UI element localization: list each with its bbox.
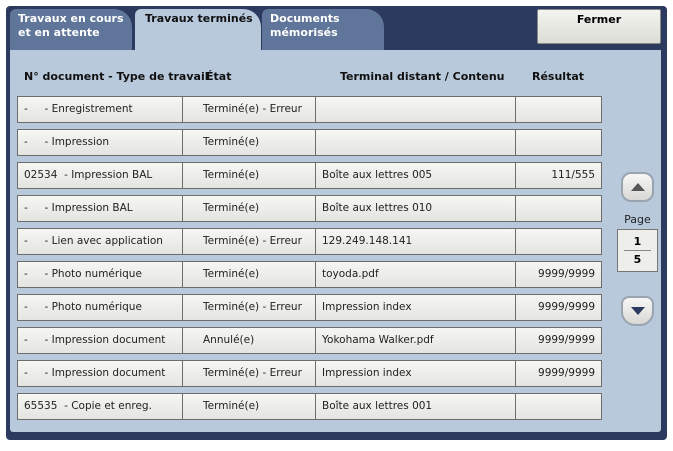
cell-result: 9999/9999	[516, 360, 602, 387]
table-row[interactable]: 65535 - Copie et enreg. Terminé(e) Boîte a…	[17, 393, 602, 420]
tab-label-line2: mémorisés	[270, 26, 338, 39]
table-row[interactable]: - - Lien avec application Terminé(e) - Er…	[17, 228, 602, 255]
cell-result: 111/555	[516, 162, 602, 189]
cell-status: Terminé(e) - Erreur	[183, 96, 316, 123]
cell-result: 9999/9999	[516, 294, 602, 321]
cell-result: 9999/9999	[516, 327, 602, 354]
cell-status: Terminé(e) - Erreur	[183, 360, 316, 387]
cell-remote: Yokohama Walker.pdf	[316, 327, 516, 354]
cell-status: Terminé(e)	[183, 195, 316, 222]
tab-current-jobs[interactable]: Travaux en cours et en attente	[10, 9, 132, 50]
page-up-button[interactable]	[621, 172, 654, 202]
cell-status: Terminé(e) - Erreur	[183, 294, 316, 321]
page-down-button[interactable]	[621, 296, 654, 326]
cell-document: 65535 - Copie et enreg.	[17, 393, 183, 420]
column-header-status: État	[206, 70, 232, 83]
column-header-remote: Terminal distant / Contenu	[340, 70, 505, 83]
cell-status: Terminé(e)	[183, 261, 316, 288]
cell-document: - - Impression document	[17, 327, 183, 354]
tab-completed-jobs[interactable]: Travaux terminés	[135, 9, 261, 51]
cell-result	[516, 228, 602, 255]
triangle-down-icon	[630, 307, 645, 315]
table-row[interactable]: - - Photo numérique Terminé(e) - Erreur Im…	[17, 294, 602, 321]
cell-document: - - Lien avec application	[17, 228, 183, 255]
table-row[interactable]: - - Impression document Annulé(e) Yokohama…	[17, 327, 602, 354]
cell-document: - - Enregistrement	[17, 96, 183, 123]
table-row[interactable]: 02534 - Impression BAL Terminé(e) Boîte au…	[17, 162, 602, 189]
cell-remote: 129.249.148.141	[316, 228, 516, 255]
tab-label-line1: Documents	[270, 12, 340, 25]
cell-document: - - Impression document	[17, 360, 183, 387]
cell-status: Terminé(e) - Erreur	[183, 228, 316, 255]
cell-remote	[316, 129, 516, 156]
cell-result	[516, 129, 602, 156]
cell-document: - - Impression BAL	[17, 195, 183, 222]
cell-remote: Boîte aux lettres 001	[316, 393, 516, 420]
tab-label-line2: et en attente	[18, 26, 100, 39]
cell-document: - - Photo numérique	[17, 261, 183, 288]
cell-result	[516, 393, 602, 420]
table-row[interactable]: - - Enregistrement Terminé(e) - Erreur	[17, 96, 602, 123]
cell-document: 02534 - Impression BAL	[17, 162, 183, 189]
column-header-result: Résultat	[532, 70, 585, 83]
cell-remote: toyoda.pdf	[316, 261, 516, 288]
cell-result	[516, 195, 602, 222]
total-pages: 5	[633, 253, 642, 266]
page-label: Page	[624, 213, 651, 226]
tab-label: Travaux terminés	[145, 12, 253, 25]
triangle-up-icon	[630, 183, 645, 191]
table-row[interactable]: - - Impression BAL Terminé(e) Boîte aux le…	[17, 195, 602, 222]
cell-remote: Impression index	[316, 360, 516, 387]
cell-document: - - Photo numérique	[17, 294, 183, 321]
tab-stored-documents[interactable]: Documents mémorisés	[262, 9, 384, 50]
current-page: 1	[624, 230, 651, 251]
table-row[interactable]: - - Impression Terminé(e)	[17, 129, 602, 156]
page-indicator: 1 5	[617, 229, 658, 272]
cell-status: Terminé(e)	[183, 162, 316, 189]
cell-remote: Impression index	[316, 294, 516, 321]
table-row[interactable]: - - Impression document Terminé(e) - Erre…	[17, 360, 602, 387]
cell-status: Annulé(e)	[183, 327, 316, 354]
cell-remote: Boîte aux lettres 005	[316, 162, 516, 189]
table-row[interactable]: - - Photo numérique Terminé(e) toyoda.pdf 9…	[17, 261, 602, 288]
column-header-document: N° document - Type de travail	[24, 70, 209, 83]
close-button[interactable]: Fermer	[537, 9, 661, 44]
cell-status: Terminé(e)	[183, 129, 316, 156]
cell-remote: Boîte aux lettres 010	[316, 195, 516, 222]
tab-label-line1: Travaux en cours	[18, 12, 124, 25]
cell-result	[516, 96, 602, 123]
cell-status: Terminé(e)	[183, 393, 316, 420]
cell-remote	[316, 96, 516, 123]
cell-document: - - Impression	[17, 129, 183, 156]
cell-result: 9999/9999	[516, 261, 602, 288]
